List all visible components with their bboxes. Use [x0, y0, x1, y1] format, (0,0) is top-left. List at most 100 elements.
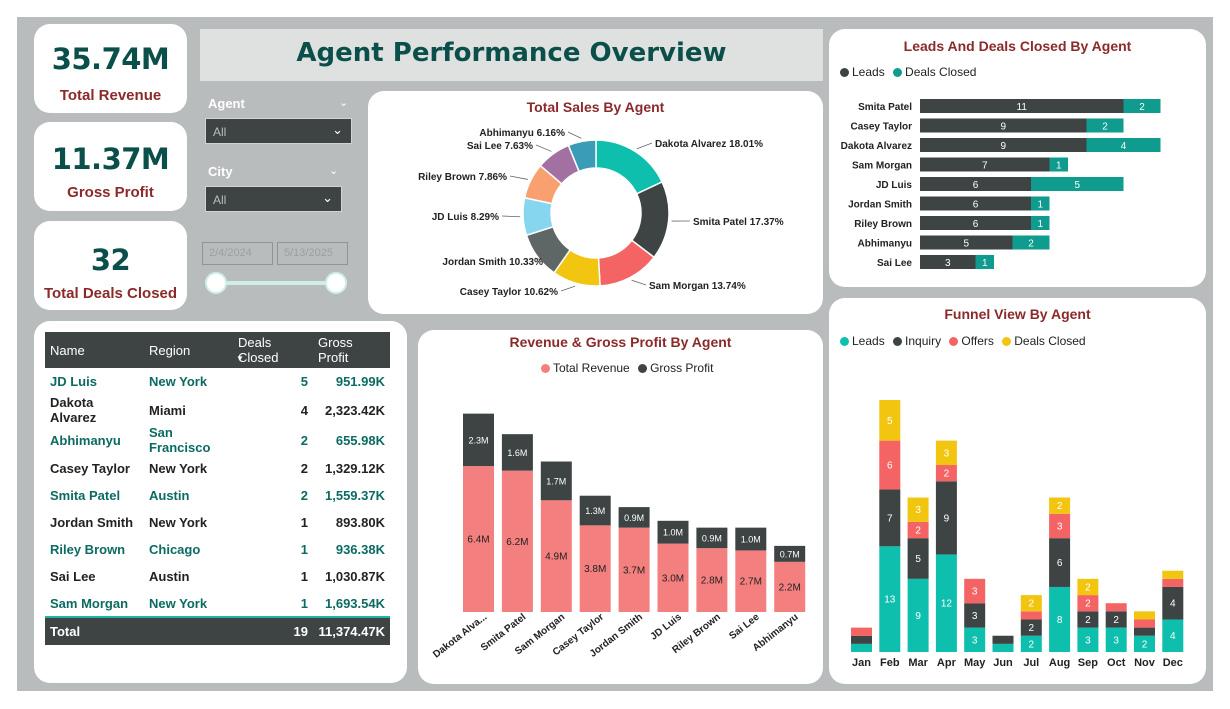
bar-segment[interactable]: [851, 643, 872, 652]
legend-item[interactable]: Inquiry: [893, 334, 941, 348]
bar-segment[interactable]: [920, 157, 1050, 172]
bar-segment[interactable]: [1049, 538, 1071, 587]
bar-segment[interactable]: [1162, 570, 1184, 579]
bar-segment[interactable]: [696, 527, 728, 549]
chevron-down-icon[interactable]: ⌄: [329, 165, 339, 177]
bar-segment[interactable]: [851, 635, 872, 644]
bar-segment[interactable]: [1020, 595, 1042, 612]
bar-segment[interactable]: [657, 543, 689, 612]
bar-segment[interactable]: [1020, 635, 1042, 652]
bar-segment[interactable]: [920, 177, 1031, 191]
column-header-name[interactable]: Name: [45, 332, 144, 368]
bar-segment[interactable]: [1105, 627, 1127, 652]
legend-item[interactable]: Deals Closed: [893, 65, 976, 79]
bar-segment[interactable]: [1031, 216, 1050, 230]
bar-segment[interactable]: [975, 255, 995, 269]
bar-segment[interactable]: [1077, 611, 1099, 628]
bar-segment[interactable]: [501, 470, 533, 612]
bar-segment[interactable]: [920, 99, 1124, 113]
bar-segment[interactable]: [1020, 611, 1042, 620]
bar-segment[interactable]: [851, 627, 872, 636]
bar-segment[interactable]: [964, 578, 986, 604]
legend-item[interactable]: Offers: [949, 334, 994, 348]
bar-segment[interactable]: [907, 497, 929, 522]
bar-segment[interactable]: [935, 440, 957, 466]
bar-segment[interactable]: [920, 196, 1031, 211]
table-row[interactable]: Sai Lee Austin 1 1,030.87K: [45, 563, 390, 590]
bar-segment[interactable]: [1086, 118, 1124, 133]
bar-segment[interactable]: [907, 521, 929, 539]
bar-segment[interactable]: [879, 399, 901, 441]
bar-segment[interactable]: [618, 527, 650, 612]
bar-segment[interactable]: [992, 643, 1014, 652]
bar-segment[interactable]: [920, 235, 1013, 250]
bar-segment[interactable]: [540, 500, 572, 612]
bar-segment[interactable]: [920, 255, 976, 269]
bar-segment[interactable]: [1123, 99, 1161, 113]
bar-segment[interactable]: [735, 550, 767, 612]
city-filter-dropdown[interactable]: All ⌄: [205, 186, 342, 212]
agent-filter-dropdown[interactable]: All ⌄: [205, 118, 352, 144]
bar-segment[interactable]: [1049, 513, 1071, 539]
bar-segment[interactable]: [1049, 586, 1071, 652]
bar-segment[interactable]: [879, 440, 901, 490]
bar-segment[interactable]: [735, 527, 767, 551]
bar-segment[interactable]: [1086, 138, 1161, 152]
bar-segment[interactable]: [1134, 635, 1155, 652]
bar-segment[interactable]: [1162, 586, 1184, 620]
table-row[interactable]: Casey Taylor New York 2 1,329.12K: [45, 455, 390, 482]
bar-segment[interactable]: [1077, 578, 1099, 596]
bar-segment[interactable]: [774, 545, 806, 562]
bar-segment[interactable]: [618, 507, 650, 528]
legend-item[interactable]: Total Revenue: [541, 361, 630, 375]
bar-segment[interactable]: [1049, 157, 1069, 172]
bar-segment[interactable]: [1077, 595, 1099, 612]
bar-segment[interactable]: [463, 413, 494, 467]
bar-segment[interactable]: [1134, 627, 1155, 636]
legend-item[interactable]: Gross Profit: [638, 361, 713, 375]
legend-item[interactable]: Leads: [840, 65, 885, 79]
date-slider-end-handle[interactable]: [325, 272, 347, 294]
column-header-profit[interactable]: Gross Profit: [313, 332, 390, 368]
bar-segment[interactable]: [964, 603, 986, 628]
bar-segment[interactable]: [879, 546, 901, 652]
column-header-deals[interactable]: Deals Closed ▼: [233, 332, 313, 368]
bar-segment[interactable]: [935, 481, 957, 555]
legend-item[interactable]: Deals Closed: [1002, 334, 1086, 348]
chevron-down-icon[interactable]: ⌄: [339, 97, 349, 109]
bar-segment[interactable]: [992, 635, 1014, 644]
bar-segment[interactable]: [1105, 611, 1127, 628]
legend-item[interactable]: Leads: [840, 334, 885, 348]
bar-segment[interactable]: [463, 466, 494, 612]
bar-segment[interactable]: [920, 138, 1087, 152]
bar-segment[interactable]: [540, 461, 572, 501]
bar-segment[interactable]: [1105, 603, 1127, 612]
table-row[interactable]: Sam Morgan New York 1 1,693.54K: [45, 590, 390, 617]
bar-segment[interactable]: [1134, 619, 1155, 628]
bar-segment[interactable]: [1020, 619, 1042, 636]
date-slider-track[interactable]: [215, 281, 337, 285]
bar-segment[interactable]: [920, 118, 1087, 133]
date-slider-start-handle[interactable]: [205, 272, 227, 294]
bar-segment[interactable]: [501, 434, 533, 471]
bar-segment[interactable]: [964, 627, 986, 652]
bar-segment[interactable]: [935, 554, 957, 652]
table-row[interactable]: Riley Brown Chicago 1 936.38K: [45, 536, 390, 563]
bar-segment[interactable]: [1162, 619, 1184, 652]
bar-segment[interactable]: [696, 548, 728, 612]
table-row[interactable]: Dakota Alvarez Miami 4 2,323.42K: [45, 395, 390, 425]
table-row[interactable]: JD Luis New York 5 951.99K: [45, 368, 390, 395]
bar-segment[interactable]: [1077, 627, 1099, 652]
bar-segment[interactable]: [907, 538, 929, 579]
date-start-input[interactable]: 2/4/2024: [202, 242, 273, 265]
column-header-region[interactable]: Region: [144, 332, 233, 368]
bar-segment[interactable]: [1162, 578, 1184, 587]
donut-slice[interactable]: [567, 139, 597, 173]
bar-segment[interactable]: [907, 578, 929, 652]
date-end-input[interactable]: 5/13/2025: [277, 242, 348, 265]
bar-segment[interactable]: [1049, 497, 1071, 514]
bar-segment[interactable]: [1031, 196, 1050, 211]
bar-segment[interactable]: [1134, 611, 1155, 620]
table-row[interactable]: Abhimanyu San Francisco 2 655.98K: [45, 425, 390, 455]
bar-segment[interactable]: [935, 465, 957, 482]
